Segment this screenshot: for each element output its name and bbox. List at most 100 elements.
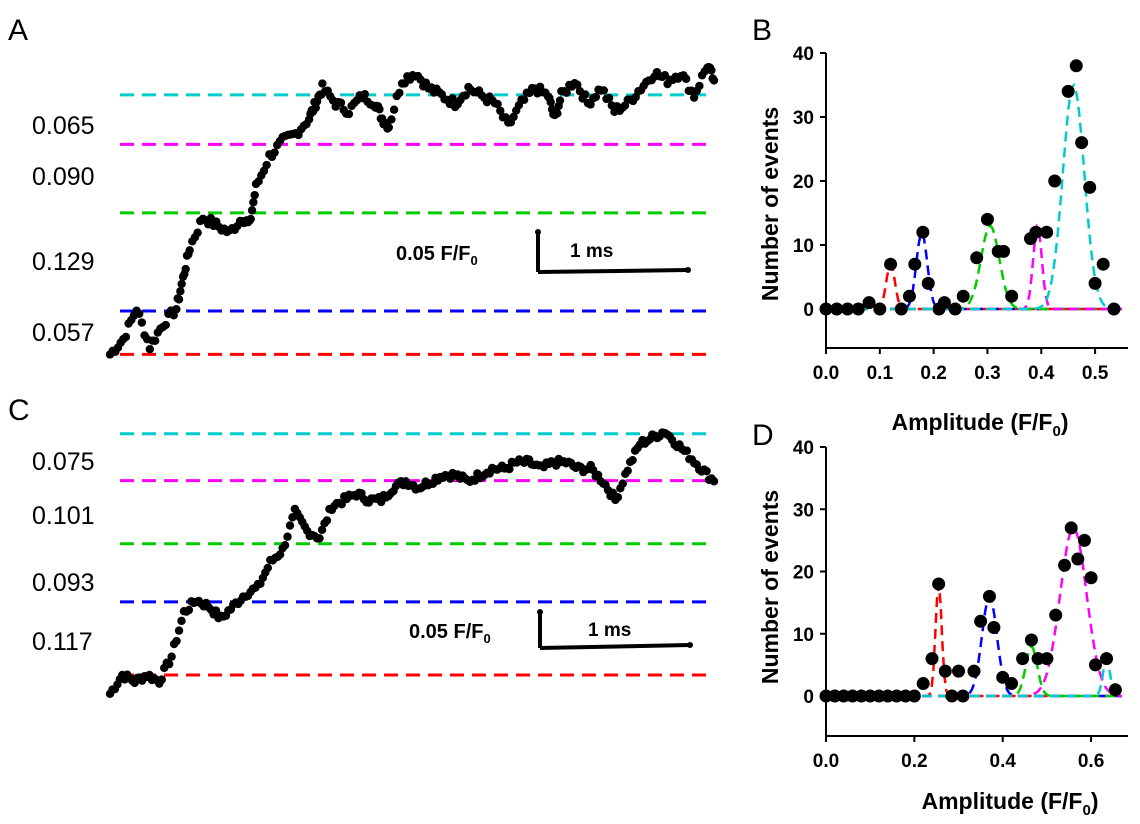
trace-point [177, 279, 186, 289]
x-tick-label: 0.2 [920, 363, 946, 384]
trace-point [121, 332, 131, 342]
scale-bar-c-x-label: 1 ms [588, 620, 631, 641]
trace-point [150, 336, 160, 345]
trace-point [181, 264, 190, 274]
trace-point [262, 160, 271, 170]
trace-point [389, 105, 399, 114]
histogram-point [967, 664, 981, 678]
trace-point [591, 92, 601, 102]
trace-point [161, 320, 170, 330]
histogram-point [1029, 225, 1043, 239]
trace-point [322, 516, 332, 525]
histogram-point [980, 212, 994, 226]
step-label-c-4: 0.075 [32, 448, 95, 476]
histogram-point [1024, 633, 1038, 647]
panel-label-c: C [8, 394, 30, 427]
histogram-point [1058, 558, 1072, 572]
trace-point [249, 198, 258, 207]
trace-panel-c: 0.117 0.093 0.101 0.075 0.05 F/F0 1 ms [32, 428, 719, 699]
trace-point [628, 456, 637, 465]
trace-point [689, 93, 699, 102]
histogram-point [873, 302, 887, 316]
trace-point [546, 98, 555, 107]
scale-bar-a-y-sub: 0 [470, 253, 477, 268]
x-axis-title-d-close: ) [1091, 788, 1099, 814]
step-label-c-1: 0.117 [32, 628, 93, 656]
scale-bar-c-horizontal [539, 643, 691, 650]
histogram-point [987, 621, 1001, 635]
trace-point [337, 500, 346, 509]
trace-point [185, 246, 194, 255]
trace-point [555, 96, 565, 105]
histogram-point [1049, 608, 1063, 622]
trace-point [250, 190, 259, 200]
trace-point [709, 477, 719, 486]
trace-point [586, 100, 595, 109]
trace-point [311, 103, 320, 112]
trace-point [164, 659, 174, 669]
trace-point [285, 521, 295, 530]
x-tick-label: 0.2 [901, 751, 927, 772]
histogram-point [894, 302, 908, 316]
trace-point [167, 652, 176, 661]
histogram-point [945, 689, 959, 703]
x-tick-label: 0.4 [990, 751, 1017, 772]
histogram-point [1088, 276, 1102, 290]
svg-text:0.05 F/F0: 0.05 F/F0 [409, 621, 491, 646]
histogram-point [1069, 59, 1083, 73]
trace-point [562, 88, 571, 97]
x-axis-title-b-main: Amplitude (F/F [892, 409, 1053, 435]
histogram-point [1075, 136, 1089, 150]
x-tick-label: 0.3 [974, 363, 1000, 384]
histogram-point [1064, 521, 1078, 535]
trace-point [270, 148, 279, 157]
histogram-point [956, 689, 970, 703]
y-tick-label: 0 [803, 300, 814, 321]
trace-point [573, 80, 582, 89]
histogram-point [932, 577, 946, 591]
trace-point [461, 91, 470, 100]
trace-point [172, 636, 181, 646]
x-axis-title-d-sub: 0 [1082, 802, 1090, 819]
histogram-point [830, 302, 844, 316]
y-axis-title-d: Number of events [757, 490, 783, 684]
histogram-point [1083, 180, 1097, 194]
x-tick-label: 0.4 [1028, 363, 1055, 384]
histogram-point [1096, 257, 1110, 271]
trace-point [375, 105, 384, 114]
x-axis-title-b: Amplitude (F/F0) [892, 409, 1069, 440]
trace-point [695, 81, 704, 91]
trace-point [275, 550, 285, 559]
scale-bar-c-y-label: 0.05 F/F [409, 621, 483, 643]
histogram-point [902, 289, 916, 303]
panel-label-b: B [752, 14, 772, 47]
trace-point [623, 466, 632, 475]
trace-point [681, 74, 691, 83]
histogram-point [921, 276, 935, 290]
histogram-point [1005, 289, 1019, 303]
x-axis-title-b-close: ) [1061, 409, 1069, 435]
y-tick-label: 20 [793, 563, 814, 584]
trace-point [387, 115, 396, 124]
panel-label-d: D [752, 419, 774, 452]
scale-bar-a: 0.05 F/F0 1 ms [396, 229, 691, 274]
trace-point [593, 470, 603, 480]
trace-point [177, 616, 186, 626]
histogram-point [1040, 225, 1054, 239]
step-label-a-3: 0.090 [32, 163, 95, 191]
histogram-point [1016, 652, 1030, 666]
step-label-a-1: 0.057 [32, 319, 95, 347]
histogram-point [1071, 552, 1085, 566]
scale-bar-a-y-label: 0.05 F/F [396, 243, 470, 265]
trace-point [618, 479, 627, 488]
y-tick-label: 40 [793, 44, 814, 65]
x-axis-title-d: Amplitude (F/F0) [922, 788, 1099, 819]
x-axis-title-b-sub: 0 [1052, 423, 1060, 440]
x-tick-label: 0.6 [1078, 751, 1104, 772]
step-label-c-2: 0.093 [32, 569, 95, 597]
y-tick-label: 10 [793, 625, 814, 646]
trace-point [318, 79, 327, 88]
histogram-point [851, 302, 865, 316]
trace-point [336, 98, 346, 107]
